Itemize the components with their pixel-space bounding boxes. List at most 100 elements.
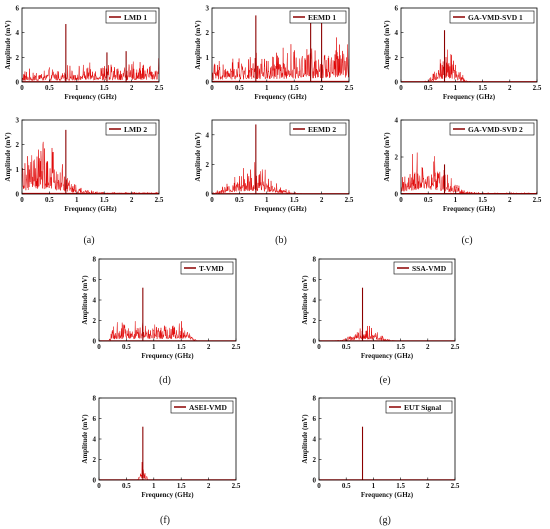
xtick-label-lmd1-0: 0 [20,84,24,92]
ytick-label-tvmd-1: 2 [93,317,97,325]
xtick-label-gavmd2-1: 0.5 [424,196,433,204]
xtick-label-gavmd2-5: 2.5 [533,196,542,204]
xtick-label-eemd2-0: 0 [210,196,214,204]
ytick-label-aseivmd-0: 0 [93,477,97,485]
xtick-label-gavmd2-0: 0 [399,196,403,204]
ytick-label-gavmd1-2: 4 [395,29,399,37]
ytick-label-eut-0: 0 [313,477,317,485]
ytick-label-eemd2-1: 2 [206,161,210,169]
xtick-label-aseivmd-2: 1 [152,482,156,490]
xlabel-aseivmd: Frequency (GHz) [141,491,194,499]
series-aseivmd [99,462,236,481]
xtick-label-eemd1-4: 2 [320,84,324,92]
xlabel-gavmd1: Frequency (GHz) [443,93,496,101]
caption-a: (a) [83,235,94,246]
axes-lmd2 [21,119,160,195]
ytick-label-lmd1-0: 0 [16,79,20,87]
legend-box-aseivmd [170,400,234,414]
xtick-label-eemd2-1: 0.5 [235,196,244,204]
xtick-label-gavmd1-4: 2 [508,84,512,92]
xtick-label-ssavmd-1: 0.5 [342,343,351,351]
xtick-label-eut-5: 2.5 [451,482,460,490]
xtick-label-lmd2-3: 1.5 [100,196,109,204]
caption-c: (c) [461,235,472,246]
series-tvmd [99,321,236,342]
xtick-label-tvmd-2: 1 [152,343,156,351]
plot-eemd1: 0 0.5 1 1.5 2 2.5 0 1 2 3 Frequency (GHz) Amplitude… [194,5,354,102]
xtick-label-gavmd1-0: 0 [399,84,403,92]
series-gavmd1 [401,49,537,83]
xtick-label-aseivmd-4: 2 [207,482,211,490]
xtick-label-lmd2-5: 2.5 [155,196,164,204]
xtick-label-tvmd-3: 1.5 [177,343,186,351]
plot-eut: 0 0.5 1 1.5 2 2.5 0 2 4 6 8 Frequency (GHz) Amplitud… [301,395,460,500]
ytick-label-eemd2-0: 0 [206,191,210,199]
ylabel-gavmd1: Amplitude (mV) [383,20,391,70]
xlabel-gavmd2: Frequency (GHz) [443,205,496,213]
xtick-label-gavmd2-3: 1.5 [478,196,487,204]
xtick-label-eemd2-2: 1 [265,196,269,204]
xtick-label-tvmd-1: 0.5 [122,343,131,351]
ytick-label-aseivmd-4: 8 [93,395,97,403]
xtick-label-lmd2-4: 2 [130,196,134,204]
legend-label-gavmd1: GA-VMD-SVD 1 [468,13,523,22]
series-gavmd2 [400,152,538,195]
xtick-label-lmd2-1: 0.5 [45,196,54,204]
xtick-label-lmd1-1: 0.5 [45,84,54,92]
xtick-label-gavmd1-1: 0.5 [424,84,433,92]
ytick-label-aseivmd-1: 2 [93,456,97,464]
ytick-label-gavmd2-1: 2 [395,154,399,162]
xtick-label-eemd1-3: 1.5 [290,84,299,92]
xtick-label-eemd1-2: 1 [265,84,269,92]
ytick-label-lmd2-2: 2 [16,141,20,149]
legend-box-tvmd [180,261,234,275]
xtick-label-lmd1-5: 2.5 [155,84,164,92]
axes-eemd1 [211,7,350,83]
legend-label-eut: EUT Signal [404,403,441,412]
legend-box-eemd1 [289,10,347,24]
xlabel-eut: Frequency (GHz) [361,491,414,499]
ytick-label-eemd1-1: 1 [206,54,210,62]
ytick-label-lmd2-3: 3 [16,117,20,125]
ytick-label-lmd1-2: 4 [16,29,20,37]
ylabel-tvmd: Amplitude (mV) [81,275,89,325]
xtick-label-eemd1-1: 0.5 [235,84,244,92]
ytick-label-lmd1-1: 2 [16,54,20,62]
legend-label-gavmd2: GA-VMD-SVD 2 [468,125,523,134]
axes-eemd2 [211,119,350,195]
xtick-label-eut-0: 0 [317,482,321,490]
xtick-label-ssavmd-0: 0 [317,343,321,351]
xtick-label-eut-1: 0.5 [342,482,351,490]
ylabel-ssavmd: Amplitude (mV) [301,275,309,325]
xtick-label-tvmd-5: 2.5 [232,343,241,351]
legend-label-tvmd: T-VMD [199,264,224,273]
xtick-label-ssavmd-4: 2 [426,343,430,351]
caption-f: (f) [160,515,170,526]
ylabel-lmd2: Amplitude (mV) [4,132,12,182]
ytick-label-tvmd-2: 4 [93,297,97,305]
xlabel-ssavmd: Frequency (GHz) [361,352,414,360]
legend-label-eemd1: EEMD 1 [308,13,336,22]
xtick-label-tvmd-4: 2 [207,343,211,351]
legend-box-gavmd1 [449,10,535,24]
xtick-label-ssavmd-3: 1.5 [396,343,405,351]
xtick-label-aseivmd-3: 1.5 [177,482,186,490]
xlabel-eemd1: Frequency (GHz) [254,93,307,101]
series-eemd1 [211,37,350,81]
xtick-label-gavmd2-2: 1 [454,196,458,204]
ytick-label-tvmd-3: 6 [93,276,97,284]
ytick-label-eut-4: 8 [313,395,317,403]
ytick-label-ssavmd-4: 8 [313,256,317,264]
xtick-label-aseivmd-5: 2.5 [232,482,241,490]
series-lmd2 [21,141,160,195]
plot-tvmd: 0 0.5 1 1.5 2 2.5 0 2 4 6 8 Frequency (GHz) Amplitud… [81,256,241,361]
xtick-label-eemd2-5: 2.5 [345,196,354,204]
xtick-label-gavmd1-2: 1 [454,84,458,92]
ytick-label-lmd2-0: 0 [16,191,20,199]
legend-label-lmd1: LMD 1 [124,13,147,22]
ytick-label-eut-2: 4 [313,436,317,444]
ytick-label-aseivmd-3: 6 [93,415,97,423]
xtick-label-ssavmd-5: 2.5 [451,343,460,351]
xtick-label-lmd1-2: 1 [75,84,79,92]
